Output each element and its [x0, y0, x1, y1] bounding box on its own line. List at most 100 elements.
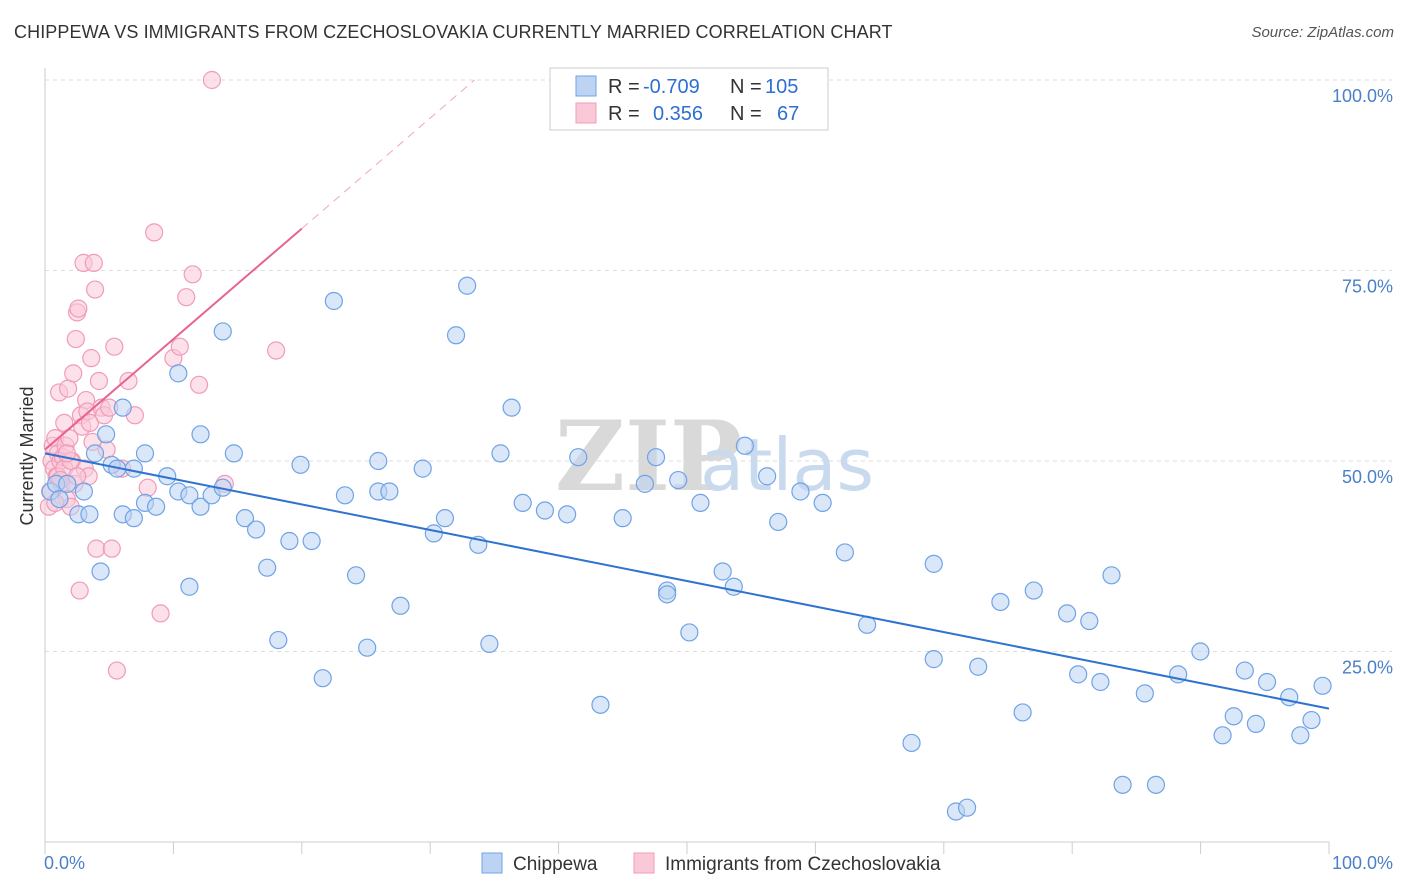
chippewa-point-65 — [669, 470, 688, 490]
chippewa-point-15 — [124, 459, 143, 478]
y-tick-labels: 25.0% 50.0% 75.0% 100.0% — [1332, 86, 1393, 678]
chippewa-point-24 — [191, 425, 210, 444]
x-tick-label-0: 0.0% — [44, 853, 85, 873]
immigrants-point-50 — [145, 223, 164, 242]
chippewa-point-5 — [74, 482, 93, 501]
chippewa-point-71 — [758, 467, 777, 486]
chippewa-point-66 — [680, 623, 699, 642]
grid-lines — [45, 79, 1392, 652]
chippewa-point-98 — [1235, 661, 1254, 680]
chippewa-point-50 — [458, 276, 477, 295]
chippewa-point-33 — [269, 630, 288, 650]
trend-line-immigrants — [44, 227, 303, 451]
legend-swatch-immigrants — [633, 852, 655, 874]
chippewa-point-77 — [902, 733, 921, 753]
chippewa-point-38 — [324, 291, 343, 311]
immigrants-point-53 — [170, 337, 189, 356]
stats-r-value-1: 0.356 — [653, 103, 703, 125]
immigrants-point-37 — [87, 539, 106, 558]
immigrants-point-59 — [267, 341, 286, 360]
chippewa-point-40 — [346, 566, 366, 585]
immigrants-point-19 — [64, 364, 83, 383]
trend-line-chippewa — [44, 452, 1330, 710]
immigrants-point-43 — [102, 539, 121, 558]
chippewa-point-44 — [380, 482, 399, 501]
chippewa-point-93 — [1146, 775, 1166, 794]
chippewa-point-78 — [924, 650, 943, 669]
chippewa-point-25 — [191, 497, 210, 516]
chippewa-point-54 — [502, 398, 521, 417]
chippewa-point-37 — [313, 669, 332, 688]
chippewa-point-57 — [558, 505, 577, 524]
chippewa-point-52 — [480, 634, 499, 653]
chippewa-point-39 — [335, 486, 355, 505]
immigrants-point-24 — [70, 581, 89, 600]
chippewa-point-36 — [302, 531, 321, 551]
legend-label-chippewa: Chippewa — [513, 854, 598, 875]
chippewa-point-82 — [969, 657, 988, 676]
y-tick-label-0: 25.0% — [1342, 658, 1393, 678]
y-axis-label: Currently Married — [17, 386, 37, 525]
chippewa-point-88 — [1080, 611, 1099, 631]
chippewa-point-41 — [358, 638, 377, 657]
chippewa-point-48 — [435, 509, 455, 528]
chippewa-point-30 — [235, 509, 255, 528]
series-immigrants-points — [39, 70, 286, 680]
x-tick-label-1: 100.0% — [1332, 853, 1393, 873]
chippewa-point-6 — [80, 505, 99, 524]
chippewa-point-58 — [569, 448, 588, 467]
x-tick-labels: 0.0% 100.0% — [44, 853, 1393, 873]
immigrants-point-21 — [66, 329, 85, 349]
stats-n-value-1: 67 — [777, 103, 799, 125]
bottom-legend: Chippewa Immigrants from Czechoslovakia — [481, 852, 941, 875]
chippewa-point-84 — [1013, 703, 1032, 722]
chippewa-point-35 — [291, 455, 310, 474]
chippewa-point-64 — [658, 585, 677, 604]
chippewa-point-62 — [646, 448, 666, 467]
chart-title: CHIPPEWA VS IMMIGRANTS FROM CZECHOSLOVAK… — [14, 22, 893, 42]
chippewa-point-56 — [535, 501, 555, 520]
y-tick-label-1: 50.0% — [1342, 467, 1393, 487]
immigrants-point-44 — [105, 337, 124, 356]
chippewa-point-79 — [924, 554, 943, 573]
chippewa-point-90 — [1102, 566, 1121, 585]
chippewa-point-101 — [1280, 688, 1299, 707]
legend-swatch-chippewa — [481, 852, 503, 874]
immigrants-point-57 — [202, 70, 222, 90]
chippewa-point-92 — [1135, 684, 1154, 703]
immigrants-point-38 — [89, 371, 109, 391]
chippewa-point-29 — [224, 444, 243, 463]
y-tick-label-3: 100.0% — [1332, 86, 1393, 106]
chippewa-point-91 — [1113, 775, 1132, 794]
stats-r-value-0: -0.709 — [643, 76, 700, 98]
chippewa-point-27 — [213, 322, 232, 341]
chippewa-point-89 — [1091, 672, 1110, 692]
legend-label-immigrants: Immigrants from Czechoslovakia — [665, 854, 941, 875]
immigrants-point-54 — [177, 288, 196, 307]
source-label: Source: ZipAtlas.com — [1251, 24, 1394, 41]
chippewa-point-31 — [246, 520, 266, 539]
immigrants-point-49 — [138, 478, 157, 497]
stats-legend: R = -0.709 N = 105 R = 0.356 N = 67 — [549, 67, 829, 131]
y-tick-label-2: 75.0% — [1342, 277, 1393, 297]
stats-n-label-0: N = — [730, 76, 762, 98]
trend-lines — [44, 79, 1330, 710]
stats-swatch-chippewa — [575, 75, 597, 97]
chippewa-point-73 — [791, 482, 810, 501]
chippewa-point-74 — [813, 493, 832, 513]
chippewa-point-22 — [180, 577, 199, 596]
chippewa-point-46 — [413, 459, 432, 478]
chippewa-point-100 — [1257, 672, 1277, 692]
chippewa-point-9 — [97, 425, 116, 444]
immigrants-point-32 — [80, 413, 100, 432]
chippewa-point-45 — [391, 596, 410, 615]
chippewa-point-99 — [1246, 714, 1266, 733]
immigrants-point-36 — [85, 280, 105, 299]
stats-r-label-0: R = — [608, 76, 640, 98]
chippewa-point-104 — [1313, 676, 1332, 695]
chippewa-point-69 — [724, 577, 743, 596]
chippewa-point-97 — [1224, 707, 1243, 726]
chippewa-point-8 — [91, 562, 110, 581]
chippewa-point-96 — [1213, 726, 1232, 745]
